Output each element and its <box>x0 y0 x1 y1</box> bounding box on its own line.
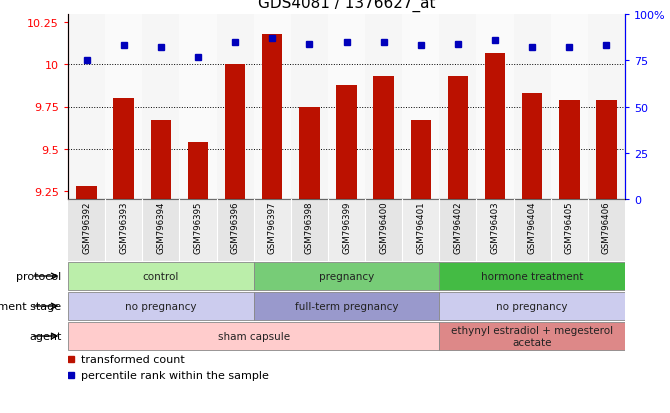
Bar <box>68 292 254 320</box>
Bar <box>68 262 254 291</box>
Text: GSM796406: GSM796406 <box>602 202 611 254</box>
Bar <box>588 199 625 261</box>
Bar <box>105 15 142 199</box>
Bar <box>485 54 505 199</box>
Text: GSM796397: GSM796397 <box>268 202 277 254</box>
Bar <box>440 292 625 320</box>
Bar <box>448 77 468 199</box>
Text: transformed count: transformed count <box>81 354 185 364</box>
Bar <box>262 35 283 199</box>
Text: ethynyl estradiol + megesterol
acetate: ethynyl estradiol + megesterol acetate <box>451 325 613 347</box>
Bar <box>76 186 96 199</box>
Text: GSM796394: GSM796394 <box>156 202 165 254</box>
Bar <box>336 85 356 199</box>
Bar <box>180 15 216 199</box>
Bar <box>216 15 254 199</box>
Text: GSM796402: GSM796402 <box>454 202 462 254</box>
Bar <box>142 199 180 261</box>
Text: pregnancy: pregnancy <box>319 271 374 281</box>
Bar <box>188 142 208 199</box>
Bar <box>551 199 588 261</box>
Bar <box>254 262 440 291</box>
Text: no pregnancy: no pregnancy <box>496 301 568 311</box>
Text: GSM796395: GSM796395 <box>194 202 202 254</box>
Bar <box>299 107 320 199</box>
Bar <box>514 15 551 199</box>
Text: GSM796400: GSM796400 <box>379 202 388 254</box>
Bar <box>68 199 105 261</box>
Bar <box>216 199 254 261</box>
Bar <box>559 100 580 199</box>
Bar <box>151 121 171 199</box>
Bar <box>373 77 394 199</box>
Bar <box>180 199 216 261</box>
Bar <box>514 199 551 261</box>
Bar <box>476 199 514 261</box>
Bar <box>402 15 440 199</box>
Bar <box>551 15 588 199</box>
Bar <box>440 262 625 291</box>
Bar <box>113 99 134 199</box>
Text: GSM796403: GSM796403 <box>490 202 500 254</box>
Bar <box>411 121 431 199</box>
Text: GSM796399: GSM796399 <box>342 202 351 254</box>
Bar <box>225 65 245 199</box>
Text: GSM796401: GSM796401 <box>416 202 425 254</box>
Text: GSM796396: GSM796396 <box>230 202 240 254</box>
Bar <box>254 292 440 320</box>
Text: hormone treatment: hormone treatment <box>481 271 584 281</box>
Text: percentile rank within the sample: percentile rank within the sample <box>81 370 269 380</box>
Bar <box>588 15 625 199</box>
Text: full-term pregnancy: full-term pregnancy <box>295 301 398 311</box>
Bar <box>142 15 180 199</box>
Text: GSM796392: GSM796392 <box>82 202 91 254</box>
Bar <box>291 199 328 261</box>
Bar <box>440 199 476 261</box>
Bar <box>105 199 142 261</box>
Bar <box>596 100 616 199</box>
Bar <box>365 15 402 199</box>
Bar <box>440 15 476 199</box>
Bar <box>440 322 625 351</box>
Text: GSM796405: GSM796405 <box>565 202 574 254</box>
Bar <box>254 15 291 199</box>
Text: no pregnancy: no pregnancy <box>125 301 196 311</box>
Bar <box>522 94 543 199</box>
Text: GSM796393: GSM796393 <box>119 202 128 254</box>
Text: GSM796398: GSM796398 <box>305 202 314 254</box>
Text: control: control <box>143 271 179 281</box>
Text: development stage: development stage <box>0 301 61 311</box>
Bar <box>68 322 440 351</box>
Text: agent: agent <box>29 331 61 341</box>
Text: GSM796404: GSM796404 <box>528 202 537 254</box>
Bar <box>291 15 328 199</box>
Bar <box>254 199 291 261</box>
Bar <box>365 199 402 261</box>
Bar <box>68 15 105 199</box>
Text: protocol: protocol <box>16 271 61 281</box>
Bar <box>402 199 440 261</box>
Text: sham capsule: sham capsule <box>218 331 289 341</box>
Bar <box>476 15 514 199</box>
Bar <box>328 15 365 199</box>
Title: GDS4081 / 1376627_at: GDS4081 / 1376627_at <box>258 0 436 12</box>
Bar <box>328 199 365 261</box>
